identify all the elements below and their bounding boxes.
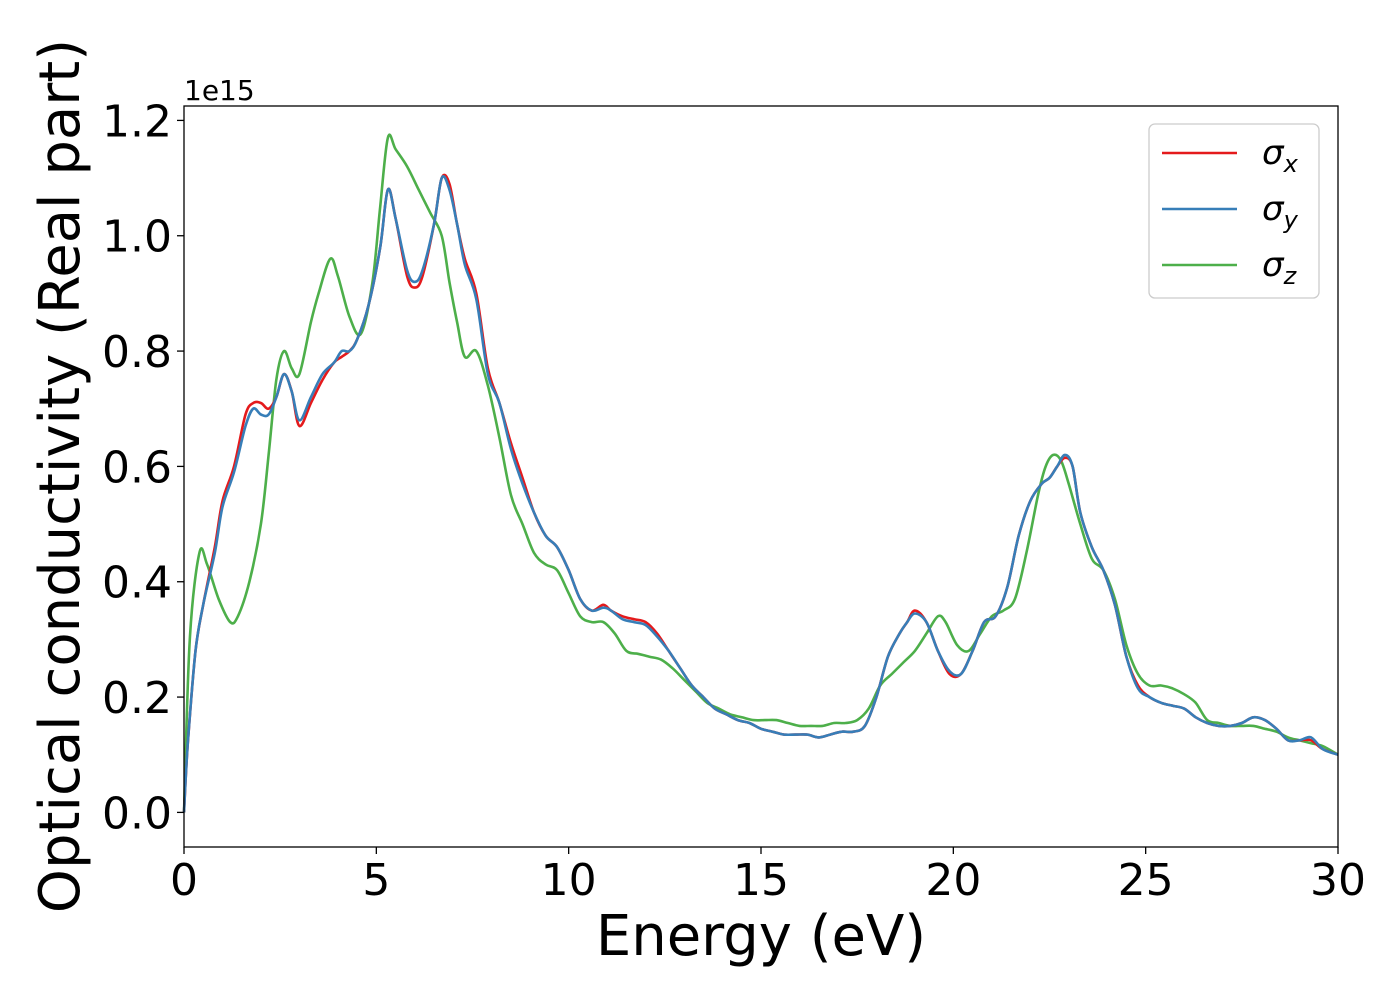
- y-tick-label: 0.6: [102, 442, 172, 493]
- y-axis-offset-label: 1e15: [184, 74, 255, 107]
- x-tick-label: 30: [1310, 855, 1366, 906]
- x-tick-label: 5: [362, 855, 390, 906]
- legend-label-z: σz: [1262, 245, 1298, 290]
- y-axis-label: Optical conductivity (Real part): [28, 39, 93, 913]
- series-layer: [182, 133, 1339, 813]
- y-axis-ticks: 0.0 0.2 0.4 0.6 0.8 1.0 1.2: [102, 96, 184, 839]
- x-axis-label: Energy (eV): [596, 904, 926, 969]
- legend-box: [1148, 123, 1320, 299]
- x-tick-label: 0: [170, 855, 198, 906]
- series-line-y: [182, 175, 1339, 813]
- y-tick-label: 0.8: [102, 327, 172, 378]
- x-tick-label: 15: [733, 855, 789, 906]
- series-line-z: [182, 133, 1339, 813]
- y-tick-label: 1.2: [102, 96, 172, 147]
- y-tick-label: 0.2: [102, 673, 172, 724]
- y-tick-label: 1.0: [102, 212, 172, 263]
- x-tick-label: 10: [541, 855, 597, 906]
- x-tick-label: 25: [1118, 855, 1174, 906]
- x-axis-ticks: 0 5 10 15 20 25 30: [170, 847, 1366, 906]
- x-tick-label: 20: [925, 855, 981, 906]
- y-tick-label: 0.0: [102, 788, 172, 839]
- y-tick-label: 0.4: [102, 558, 172, 609]
